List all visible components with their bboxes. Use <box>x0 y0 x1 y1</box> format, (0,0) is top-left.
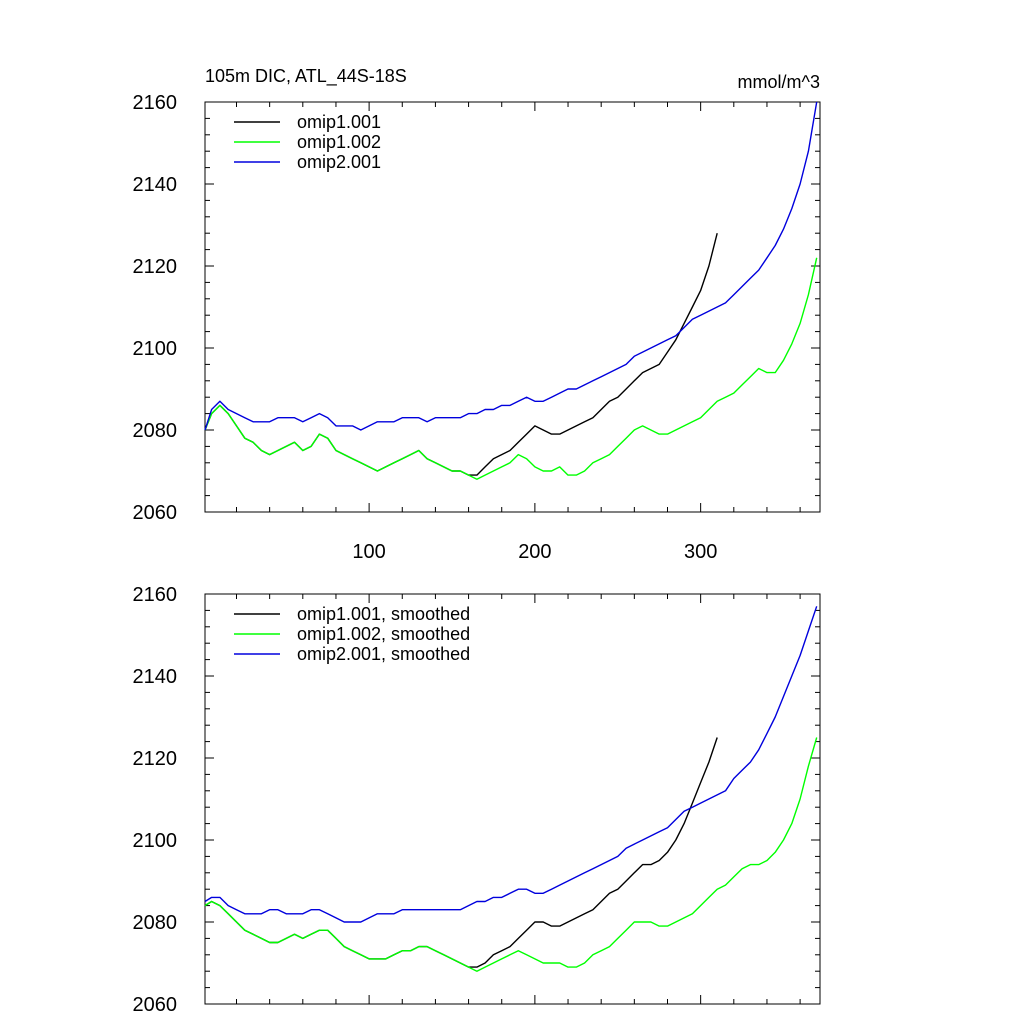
legend-label: omip1.002 <box>297 132 381 152</box>
series-line <box>204 606 818 923</box>
y-tick-label: 2160 <box>133 584 178 606</box>
y-tick-label: 2120 <box>133 748 178 770</box>
units-label: mmol/m^3 <box>738 72 820 92</box>
plot-frame <box>204 101 821 513</box>
y-tick-label: 2100 <box>133 338 178 360</box>
y-tick-label: 2080 <box>133 420 178 442</box>
y-tick-label: 2160 <box>133 92 178 114</box>
y-tick-label: 2060 <box>133 994 178 1016</box>
plot-frame <box>204 593 821 1005</box>
series-line <box>204 737 818 972</box>
series-line <box>204 233 718 476</box>
legend-label: omip1.001 <box>297 112 381 132</box>
legend-label: omip1.001, smoothed <box>297 604 470 624</box>
series-line <box>204 737 718 968</box>
y-tick-label: 2100 <box>133 830 178 852</box>
chart-title: 105m DIC, ATL_44S-18S <box>205 66 407 87</box>
x-tick-label: 300 <box>684 541 717 563</box>
y-tick-label: 2140 <box>133 174 178 196</box>
y-tick-label: 2060 <box>133 502 178 524</box>
legend-label: omip2.001, smoothed <box>297 644 470 664</box>
series-line <box>204 101 818 431</box>
y-tick-label: 2140 <box>133 666 178 688</box>
top-panel: 2060 2080 2100 2120 2140 2160 100 200 300 omip1.0… <box>133 92 821 563</box>
x-tick-label: 100 <box>352 541 385 563</box>
series-line <box>204 257 818 480</box>
legend-label: omip2.001 <box>297 152 381 172</box>
bottom-panel: 2060 2080 2100 2120 2140 2160 omip1.001, smoot… <box>133 584 821 1016</box>
x-tick-label: 200 <box>518 541 551 563</box>
y-tick-label: 2080 <box>133 912 178 934</box>
y-tick-label: 2120 <box>133 256 178 278</box>
legend-label: omip1.002, smoothed <box>297 624 470 644</box>
